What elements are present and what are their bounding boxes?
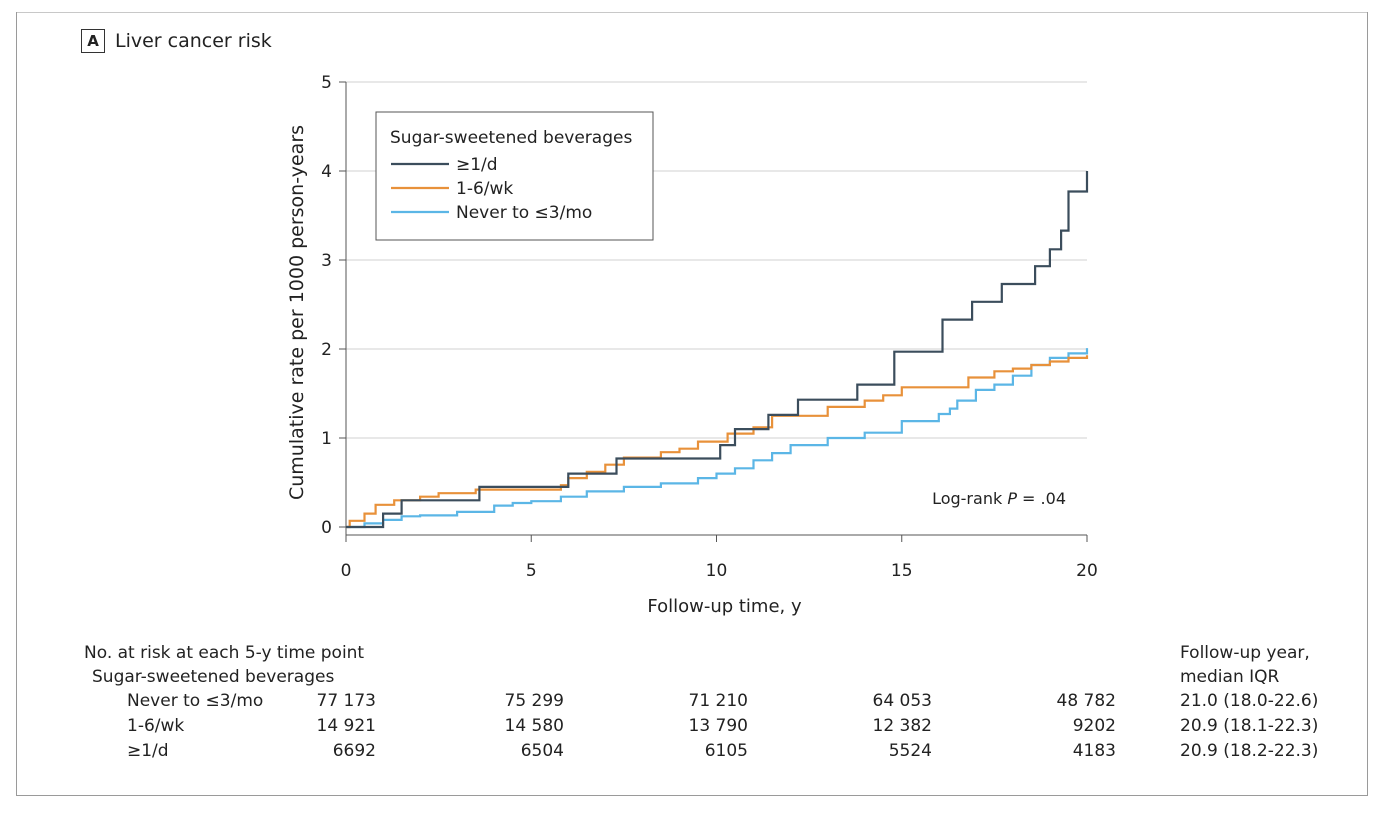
y-tick-label: 0: [321, 518, 332, 538]
y-tick-label: 5: [321, 73, 332, 93]
followup-header-line1: Follow-up year,: [1180, 643, 1310, 663]
risk-cell: 9202: [1072, 716, 1116, 736]
series-line: [346, 355, 1089, 529]
risk-cell: 75 299: [504, 691, 564, 711]
risk-cell: 64 053: [872, 691, 932, 711]
y-axis-label: Cumulative rate per 1000 person-years: [286, 125, 308, 500]
followup-value: 21.0 (18.0-22.6): [1180, 691, 1319, 711]
y-tick-label: 3: [321, 251, 332, 271]
y-tick-label: 4: [321, 162, 332, 182]
legend-title: Sugar-sweetened beverages: [390, 128, 632, 148]
risk-cell: 13 790: [688, 716, 748, 736]
risk-table-group-label: Sugar-sweetened beverages: [92, 667, 335, 687]
risk-cell: 14 921: [316, 716, 376, 736]
risk-cell: 71 210: [688, 691, 748, 711]
series-line: [346, 348, 1089, 529]
log-rank-annotation: Log-rank P = .04: [932, 489, 1066, 508]
risk-cell: 77 173: [316, 691, 376, 711]
x-tick-label: 0: [341, 561, 352, 581]
risk-cell: 12 382: [872, 716, 932, 736]
series-line: [346, 171, 1089, 529]
y-tick-label: 2: [321, 340, 332, 360]
legend-label: Never to ≤3/mo: [456, 203, 592, 223]
legend-label: 1-6/wk: [456, 179, 513, 199]
risk-cell: 14 580: [504, 716, 564, 736]
km-chart: 0 1 2 3 4 5 0 5 10 15 20 Follow-up time, y Cumulativ…: [286, 73, 1098, 617]
y-tick-label: 1: [321, 429, 332, 449]
legend-label: ≥1/d: [456, 155, 498, 175]
x-tick-label: 15: [891, 561, 913, 581]
x-tick-label: 5: [526, 561, 537, 581]
followup-header-line2: median IQR: [1180, 667, 1280, 687]
x-tick-label: 10: [706, 561, 728, 581]
risk-cell: 6105: [704, 741, 748, 761]
figure-frame: [16, 12, 1368, 796]
risk-row-label: ≥1/d: [127, 741, 169, 761]
panel-header: A Liver cancer risk: [81, 29, 272, 53]
risk-table-title: No. at risk at each 5-y time point: [84, 643, 365, 663]
risk-cell: 6692: [332, 741, 376, 761]
risk-cell: 48 782: [1056, 691, 1116, 711]
legend-box: [375, 111, 654, 241]
panel-title: Liver cancer risk: [115, 30, 272, 52]
top-divider: [16, 12, 1368, 13]
risk-row-label: Never to ≤3/mo: [127, 691, 264, 711]
risk-cell: 4183: [1072, 741, 1116, 761]
x-axis-label: Follow-up time, y: [647, 596, 802, 617]
panel-letter: A: [81, 29, 105, 53]
risk-cell: 5524: [888, 741, 932, 761]
risk-cell: 6504: [520, 741, 564, 761]
x-tick-label: 20: [1076, 561, 1098, 581]
risk-row-label: 1-6/wk: [127, 716, 185, 736]
followup-value: 20.9 (18.2-22.3): [1180, 741, 1319, 761]
followup-value: 20.9 (18.1-22.3): [1180, 716, 1319, 736]
